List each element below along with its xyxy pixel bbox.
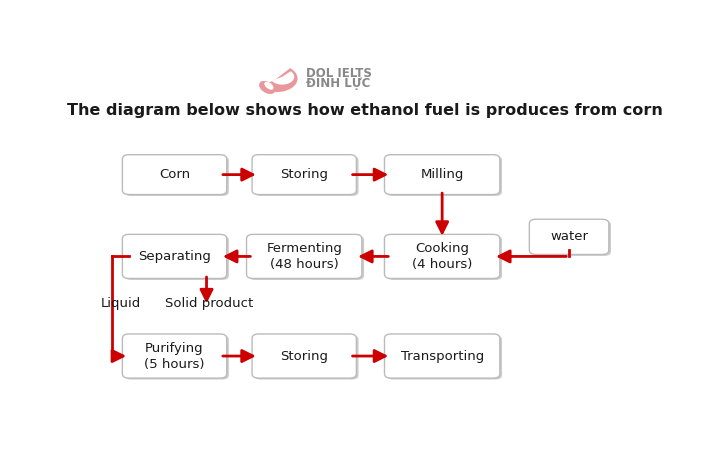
Text: Corn: Corn bbox=[159, 168, 190, 181]
FancyBboxPatch shape bbox=[252, 334, 356, 378]
Text: Storing: Storing bbox=[281, 168, 328, 181]
FancyBboxPatch shape bbox=[122, 334, 226, 378]
Text: water: water bbox=[550, 231, 588, 243]
FancyBboxPatch shape bbox=[532, 221, 611, 256]
FancyBboxPatch shape bbox=[387, 236, 502, 280]
FancyBboxPatch shape bbox=[246, 234, 362, 279]
FancyBboxPatch shape bbox=[122, 234, 226, 279]
FancyBboxPatch shape bbox=[125, 156, 229, 196]
Wedge shape bbox=[271, 71, 294, 85]
FancyBboxPatch shape bbox=[254, 156, 359, 196]
FancyBboxPatch shape bbox=[387, 156, 502, 196]
Text: The diagram below shows how ethanol fuel is produces from corn: The diagram below shows how ethanol fuel… bbox=[67, 103, 663, 118]
Text: Storing: Storing bbox=[281, 350, 328, 363]
Text: Separating: Separating bbox=[138, 250, 211, 263]
Text: ĐÌNH LỰC: ĐÌNH LỰC bbox=[306, 76, 370, 91]
FancyBboxPatch shape bbox=[248, 236, 364, 280]
Text: Transporting: Transporting bbox=[401, 350, 483, 363]
FancyBboxPatch shape bbox=[122, 155, 226, 195]
FancyBboxPatch shape bbox=[384, 334, 500, 378]
FancyBboxPatch shape bbox=[387, 335, 502, 379]
FancyBboxPatch shape bbox=[252, 155, 356, 195]
FancyBboxPatch shape bbox=[384, 234, 500, 279]
Text: Liquid: Liquid bbox=[101, 297, 141, 310]
Text: DOL IELTS: DOL IELTS bbox=[306, 67, 372, 80]
Text: Fermenting
(48 hours): Fermenting (48 hours) bbox=[266, 242, 342, 271]
Ellipse shape bbox=[264, 82, 273, 90]
FancyBboxPatch shape bbox=[125, 335, 229, 379]
Ellipse shape bbox=[259, 81, 276, 94]
Text: Milling: Milling bbox=[421, 168, 464, 181]
FancyBboxPatch shape bbox=[254, 335, 359, 379]
FancyBboxPatch shape bbox=[384, 155, 500, 195]
Wedge shape bbox=[261, 68, 298, 92]
FancyBboxPatch shape bbox=[125, 236, 229, 280]
Text: Cooking
(4 hours): Cooking (4 hours) bbox=[412, 242, 472, 271]
FancyBboxPatch shape bbox=[529, 219, 609, 255]
Text: Solid product: Solid product bbox=[165, 297, 253, 310]
Text: Purifying
(5 hours): Purifying (5 hours) bbox=[145, 341, 205, 371]
